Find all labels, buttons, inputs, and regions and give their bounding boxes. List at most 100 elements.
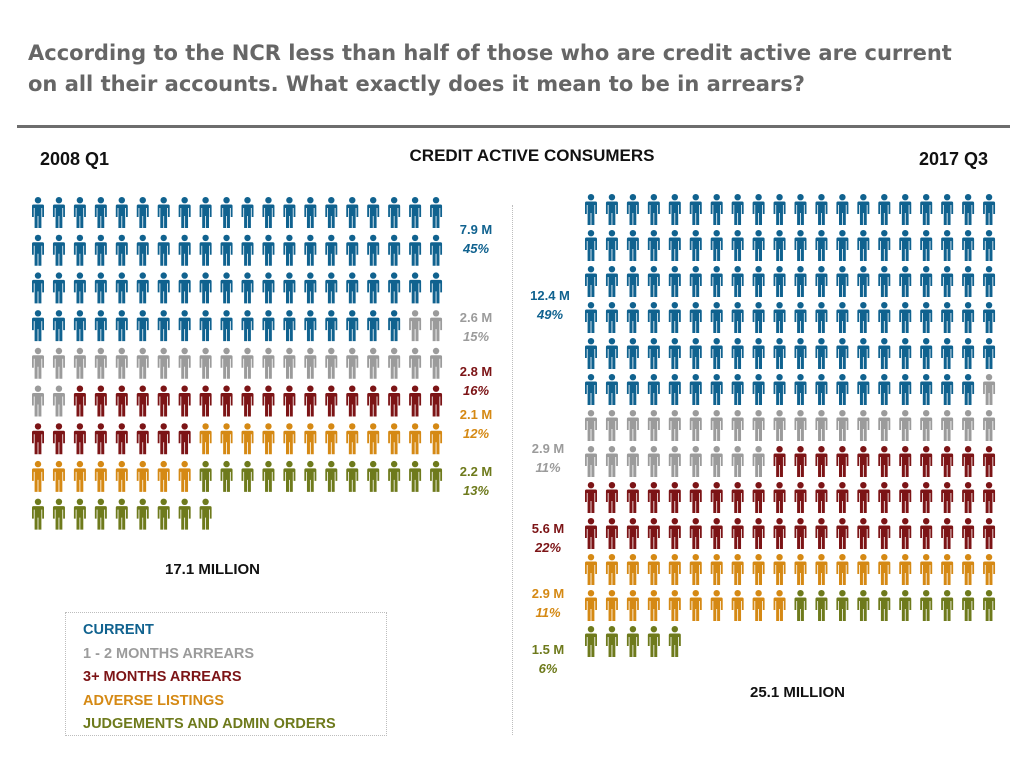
person-icon-current (409, 234, 422, 266)
person-icon-arrears-3plus (668, 518, 681, 549)
percent-label: 6% (538, 661, 558, 676)
person-icon-current (157, 234, 170, 266)
person-icon-adverse (878, 554, 891, 585)
person-icon-current (346, 310, 359, 342)
person-icon-arrears-3plus (920, 482, 933, 513)
person-icon-judgements (73, 498, 86, 530)
person-icon-arrears-1-2 (73, 347, 86, 379)
person-icon-judgements (647, 626, 660, 657)
percent-label: 22% (534, 540, 562, 555)
person-icon-arrears-1-2 (325, 347, 338, 379)
person-icon-current (157, 197, 170, 228)
person-icon-current (752, 266, 765, 297)
person-icon-current (941, 302, 954, 333)
person-icon-arrears-3plus (73, 385, 86, 417)
person-icon-arrears-3plus (752, 518, 765, 549)
period-left: 2008 Q1 (40, 149, 110, 169)
person-icon-judgements (115, 498, 128, 530)
person-icon-arrears-3plus (962, 482, 975, 513)
percent-label: 11% (535, 460, 561, 475)
person-icon-arrears-3plus (346, 385, 359, 417)
person-icon-judgements (430, 460, 443, 492)
person-icon-arrears-3plus (115, 385, 128, 417)
label-right-arrears-1-2: 2.9 M 11% (518, 439, 578, 477)
person-icon-current (626, 374, 639, 405)
person-icon-current (157, 310, 170, 342)
person-icon-arrears-1-2 (731, 410, 744, 441)
person-icon-arrears-3plus (941, 446, 954, 477)
person-icon-current (585, 194, 597, 225)
person-icon-current (689, 194, 702, 225)
value-label: 2.9 M (531, 586, 565, 601)
person-icon-adverse (941, 554, 954, 585)
person-icon-current (878, 266, 891, 297)
person-icon-current (283, 234, 296, 266)
person-icon-current (710, 302, 723, 333)
person-icon-current (710, 338, 723, 369)
person-icon-current (220, 310, 233, 342)
person-icon-arrears-1-2 (199, 347, 212, 379)
person-icon-arrears-1-2 (773, 410, 786, 441)
person-icon-current (689, 266, 702, 297)
person-icon-arrears-3plus (199, 385, 212, 417)
person-icon-current (605, 374, 618, 405)
person-icon-arrears-1-2 (626, 410, 639, 441)
person-icon-current (647, 374, 660, 405)
person-icon-arrears-1-2 (605, 410, 618, 441)
person-icon-current (178, 234, 191, 266)
headline: According to the NCR less than half of t… (28, 41, 952, 96)
person-icon-arrears-1-2 (962, 410, 975, 441)
person-icon-arrears-1-2 (647, 446, 660, 477)
person-icon-current (857, 302, 870, 333)
person-icon-adverse (304, 423, 317, 455)
person-icon-arrears-1-2 (178, 347, 191, 379)
person-icon-current (668, 230, 681, 261)
value-label: 2.2 M (459, 464, 493, 479)
person-icon-arrears-1-2 (52, 385, 65, 417)
person-icon-current (367, 197, 380, 228)
person-icon-arrears-3plus (920, 518, 933, 549)
legend-item-arrears-1-2: 1 - 2 MONTHS ARREARS (83, 645, 255, 662)
person-icon-arrears-1-2 (262, 347, 275, 379)
person-icon-arrears-1-2 (899, 410, 912, 441)
person-icon-current (752, 194, 765, 225)
person-icon-current (731, 194, 744, 225)
person-icon-current (325, 197, 338, 228)
person-icon-judgements (94, 498, 107, 530)
person-icon-arrears-3plus (710, 482, 723, 513)
person-icon-current (752, 230, 765, 261)
person-icon-adverse (710, 590, 723, 621)
person-icon-arrears-3plus (815, 518, 828, 549)
person-icon-judgements (941, 590, 954, 621)
person-icon-current (899, 374, 912, 405)
person-icon-judgements (899, 590, 912, 621)
person-icon-adverse (668, 590, 681, 621)
person-icon-current (199, 272, 212, 304)
person-icon-current (52, 310, 65, 342)
person-icon-arrears-1-2 (983, 410, 996, 441)
person-icon-current (262, 310, 275, 342)
person-icon-current (241, 234, 254, 266)
person-icon-current (710, 230, 723, 261)
person-icon-current (836, 374, 849, 405)
person-icon-current (367, 272, 380, 304)
person-icon-current (899, 338, 912, 369)
person-icon-arrears-1-2 (857, 410, 870, 441)
person-icon-current (962, 374, 975, 405)
person-icon-arrears-3plus (689, 518, 702, 549)
person-icon-arrears-1-2 (710, 410, 723, 441)
person-icon-judgements (962, 590, 975, 621)
person-icon-judgements (304, 460, 317, 492)
person-icon-arrears-3plus (430, 385, 443, 417)
person-icon-current (585, 302, 597, 333)
person-icon-judgements (668, 626, 681, 657)
label-right-current: 12.4 M 49% (520, 286, 580, 324)
person-icon-current (710, 266, 723, 297)
person-icon-current (647, 230, 660, 261)
person-icon-arrears-3plus (962, 446, 975, 477)
period-right: 2017 Q3 (918, 149, 988, 169)
person-icon-current (605, 338, 618, 369)
person-icon-current (962, 338, 975, 369)
person-icon-current (962, 194, 975, 225)
